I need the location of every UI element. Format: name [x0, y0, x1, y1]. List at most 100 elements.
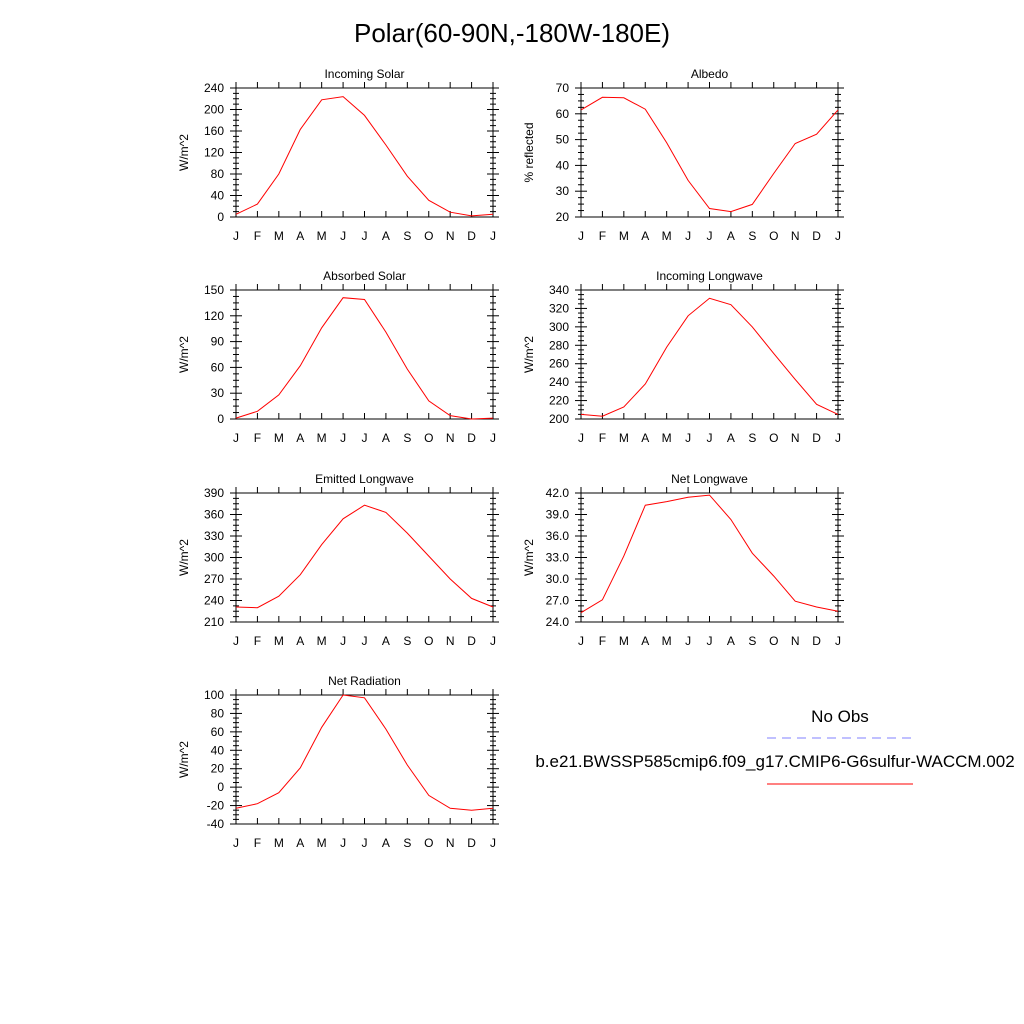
y-axis-label: W/m^2: [522, 539, 536, 576]
y-tick-label: 24.0: [546, 615, 570, 629]
x-tick-label: J: [578, 634, 584, 648]
x-tick-label: N: [446, 229, 455, 243]
x-tick-label: A: [727, 229, 735, 243]
x-tick-label: A: [382, 836, 390, 850]
y-tick-label: 60: [556, 107, 570, 121]
y-axis-label: W/m^2: [177, 134, 191, 171]
y-tick-label: 39.0: [546, 508, 570, 522]
x-tick-label: J: [490, 836, 496, 850]
y-tick-label: 200: [204, 103, 224, 117]
x-tick-label: A: [641, 634, 649, 648]
x-tick-label: M: [317, 229, 327, 243]
x-tick-label: A: [727, 634, 735, 648]
x-tick-label: J: [362, 229, 368, 243]
y-tick-label: 320: [549, 301, 569, 315]
x-tick-label: D: [812, 229, 821, 243]
x-tick-label: D: [812, 634, 821, 648]
panel-emitted-longwave: J F M A M J J A S O N D J210240270300330360390Emitte…: [177, 472, 499, 648]
panel-title: Net Longwave: [671, 472, 748, 486]
y-tick-label: 390: [204, 486, 224, 500]
plot-frame: [235, 694, 494, 825]
y-tick-label: 0: [217, 780, 224, 794]
y-tick-label: 240: [204, 81, 224, 95]
y-axis-label: W/m^2: [522, 336, 536, 373]
x-tick-label: N: [446, 431, 455, 445]
y-tick-label: 120: [204, 309, 224, 323]
y-tick-label: 30: [556, 184, 570, 198]
x-tick-label: M: [662, 229, 672, 243]
y-tick-label: 360: [204, 508, 224, 522]
y-tick-label: 20: [556, 210, 570, 224]
x-tick-label: F: [599, 431, 606, 445]
y-tick-label: 36.0: [546, 529, 570, 543]
y-axis-label: W/m^2: [177, 336, 191, 373]
x-tick-label: J: [685, 229, 691, 243]
x-tick-label: A: [296, 229, 304, 243]
y-tick-label: 340: [549, 283, 569, 297]
x-tick-label: O: [769, 229, 778, 243]
x-tick-label: J: [835, 634, 841, 648]
series-line: [580, 297, 839, 417]
x-tick-label: J: [685, 634, 691, 648]
y-axis-label: % reflected: [522, 122, 536, 182]
x-tick-label: J: [340, 634, 346, 648]
x-tick-label: A: [296, 431, 304, 445]
x-tick-label: S: [748, 634, 756, 648]
plot-frame: [235, 289, 494, 420]
x-tick-label: A: [641, 229, 649, 243]
x-tick-label: J: [707, 634, 713, 648]
legend-label-model-run: b.e21.BWSSP585cmip6.f09_g17.CMIP6-G6sulf…: [535, 752, 1014, 771]
y-tick-label: 90: [211, 335, 225, 349]
y-tick-label: 60: [211, 360, 225, 374]
x-tick-label: J: [233, 229, 239, 243]
plot-frame: [580, 289, 839, 420]
y-tick-label: 120: [204, 146, 224, 160]
panel-title: Incoming Longwave: [656, 269, 763, 283]
plot-frame: [580, 87, 839, 218]
y-tick-label: 330: [204, 529, 224, 543]
x-tick-label: F: [254, 431, 261, 445]
x-tick-label: M: [619, 634, 629, 648]
x-tick-label: O: [769, 431, 778, 445]
y-tick-label: 70: [556, 81, 570, 95]
y-tick-label: 80: [211, 706, 225, 720]
y-tick-label: 50: [556, 133, 570, 147]
y-tick-label: 42.0: [546, 486, 570, 500]
y-tick-label: 30: [211, 386, 225, 400]
x-tick-label: F: [599, 229, 606, 243]
y-tick-label: 260: [549, 357, 569, 371]
x-tick-label: O: [424, 836, 433, 850]
x-tick-label: O: [424, 634, 433, 648]
x-tick-label: J: [490, 634, 496, 648]
x-tick-label: S: [403, 634, 411, 648]
x-tick-label: D: [467, 836, 476, 850]
y-tick-label: 150: [204, 283, 224, 297]
series-line: [235, 504, 494, 609]
y-tick-label: 40: [556, 158, 570, 172]
x-tick-label: A: [382, 634, 390, 648]
panel-net-longwave: J F M A M J J A S O N D J24.027.030.033.036.039.042.…: [522, 472, 844, 648]
y-tick-label: -20: [207, 799, 225, 813]
series-line: [580, 494, 839, 614]
plot-frame: [235, 87, 494, 218]
series-line: [235, 694, 494, 811]
x-tick-label: J: [362, 836, 368, 850]
x-tick-label: D: [812, 431, 821, 445]
x-tick-label: J: [835, 431, 841, 445]
x-tick-label: N: [791, 431, 800, 445]
x-tick-label: J: [233, 431, 239, 445]
x-tick-label: M: [274, 634, 284, 648]
x-tick-label: N: [791, 229, 800, 243]
x-tick-label: M: [662, 431, 672, 445]
panel-title: Net Radiation: [328, 674, 401, 688]
x-tick-label: A: [296, 836, 304, 850]
y-tick-label: 160: [204, 124, 224, 138]
x-tick-label: D: [467, 229, 476, 243]
y-tick-label: 220: [549, 394, 569, 408]
x-tick-label: J: [340, 229, 346, 243]
y-tick-label: 20: [211, 762, 225, 776]
y-tick-label: 80: [211, 167, 225, 181]
y-tick-label: 210: [204, 615, 224, 629]
